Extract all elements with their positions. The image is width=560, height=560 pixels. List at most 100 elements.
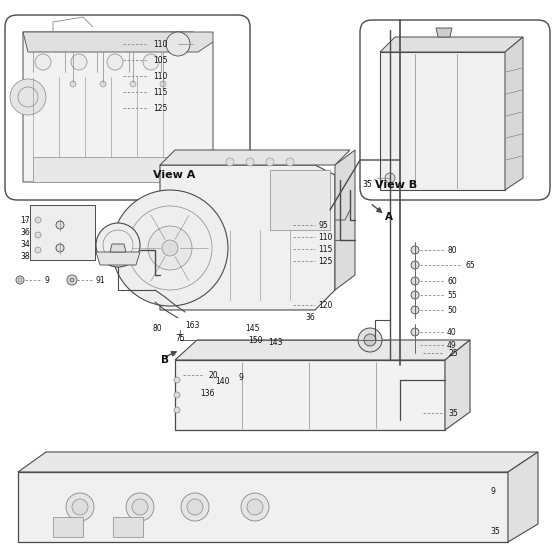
- Circle shape: [174, 407, 180, 413]
- Circle shape: [70, 81, 76, 87]
- Circle shape: [160, 81, 166, 87]
- Text: 105: 105: [153, 55, 167, 64]
- Text: 17: 17: [20, 216, 30, 225]
- Text: 145: 145: [245, 324, 259, 333]
- Text: 55: 55: [447, 291, 457, 300]
- Circle shape: [226, 158, 234, 166]
- Circle shape: [71, 54, 87, 70]
- Polygon shape: [380, 37, 523, 52]
- Text: 35: 35: [448, 408, 458, 418]
- Circle shape: [241, 493, 269, 521]
- Polygon shape: [380, 52, 505, 190]
- Circle shape: [56, 221, 64, 229]
- Text: 35: 35: [490, 528, 500, 536]
- Circle shape: [100, 81, 106, 87]
- Polygon shape: [18, 452, 538, 472]
- Polygon shape: [335, 150, 355, 290]
- Polygon shape: [508, 452, 538, 542]
- Text: 125: 125: [153, 104, 167, 113]
- Circle shape: [130, 81, 136, 87]
- Circle shape: [66, 493, 94, 521]
- Circle shape: [286, 158, 294, 166]
- Text: 9: 9: [490, 488, 495, 497]
- Circle shape: [35, 54, 51, 70]
- Circle shape: [67, 275, 77, 285]
- Polygon shape: [33, 157, 188, 182]
- Circle shape: [411, 291, 419, 299]
- Circle shape: [411, 246, 419, 254]
- Circle shape: [35, 217, 41, 223]
- Text: 38: 38: [20, 251, 30, 260]
- Circle shape: [132, 499, 148, 515]
- Text: 136: 136: [200, 389, 214, 398]
- Circle shape: [18, 278, 22, 282]
- Circle shape: [112, 190, 228, 306]
- Polygon shape: [113, 517, 143, 537]
- Text: 25: 25: [448, 348, 458, 357]
- Text: 65: 65: [465, 260, 475, 269]
- Text: 110: 110: [153, 40, 167, 49]
- Text: 34: 34: [20, 240, 30, 249]
- Text: 120: 120: [318, 301, 333, 310]
- Polygon shape: [53, 517, 83, 537]
- Circle shape: [56, 244, 64, 252]
- Text: View A: View A: [153, 170, 195, 180]
- Circle shape: [72, 499, 88, 515]
- Text: 9: 9: [44, 276, 49, 284]
- Text: 40: 40: [447, 328, 457, 337]
- Polygon shape: [96, 252, 140, 265]
- Circle shape: [385, 173, 395, 183]
- Text: 95: 95: [318, 221, 328, 230]
- Text: 140: 140: [215, 377, 230, 386]
- Text: 115: 115: [318, 245, 333, 254]
- Text: 80: 80: [152, 324, 162, 333]
- Circle shape: [246, 158, 254, 166]
- Circle shape: [247, 499, 263, 515]
- Text: 36: 36: [305, 312, 315, 321]
- Circle shape: [364, 334, 376, 346]
- Circle shape: [70, 278, 74, 282]
- Circle shape: [411, 277, 419, 285]
- Text: 80: 80: [447, 245, 456, 254]
- Circle shape: [35, 232, 41, 238]
- Text: 60: 60: [447, 277, 457, 286]
- Text: 20: 20: [208, 371, 218, 380]
- Text: 35: 35: [362, 180, 372, 189]
- Text: 110: 110: [318, 232, 333, 241]
- Circle shape: [162, 240, 178, 256]
- Text: A: A: [385, 212, 393, 222]
- Circle shape: [126, 493, 154, 521]
- Text: 75: 75: [175, 334, 185, 343]
- Circle shape: [411, 341, 419, 349]
- Circle shape: [143, 54, 159, 70]
- Text: 150: 150: [248, 335, 263, 344]
- Polygon shape: [18, 472, 508, 542]
- Polygon shape: [160, 150, 350, 165]
- Circle shape: [96, 223, 140, 267]
- Circle shape: [166, 32, 190, 56]
- Polygon shape: [110, 244, 126, 252]
- Text: B: B: [161, 355, 169, 365]
- Circle shape: [10, 79, 46, 115]
- Text: 9: 9: [238, 374, 243, 382]
- Text: 91: 91: [95, 276, 105, 284]
- Circle shape: [35, 247, 41, 253]
- Polygon shape: [505, 37, 523, 190]
- Circle shape: [358, 328, 382, 352]
- Polygon shape: [30, 205, 95, 260]
- Circle shape: [187, 499, 203, 515]
- Text: 163: 163: [185, 320, 199, 329]
- Polygon shape: [436, 28, 452, 37]
- Circle shape: [411, 261, 419, 269]
- Polygon shape: [270, 170, 330, 230]
- Circle shape: [411, 328, 419, 336]
- Polygon shape: [445, 340, 470, 430]
- Text: 125: 125: [318, 256, 333, 265]
- Polygon shape: [23, 32, 213, 182]
- Circle shape: [266, 158, 274, 166]
- Polygon shape: [175, 360, 445, 430]
- Text: 50: 50: [447, 306, 457, 315]
- FancyBboxPatch shape: [5, 15, 250, 200]
- Circle shape: [174, 392, 180, 398]
- Polygon shape: [175, 340, 470, 360]
